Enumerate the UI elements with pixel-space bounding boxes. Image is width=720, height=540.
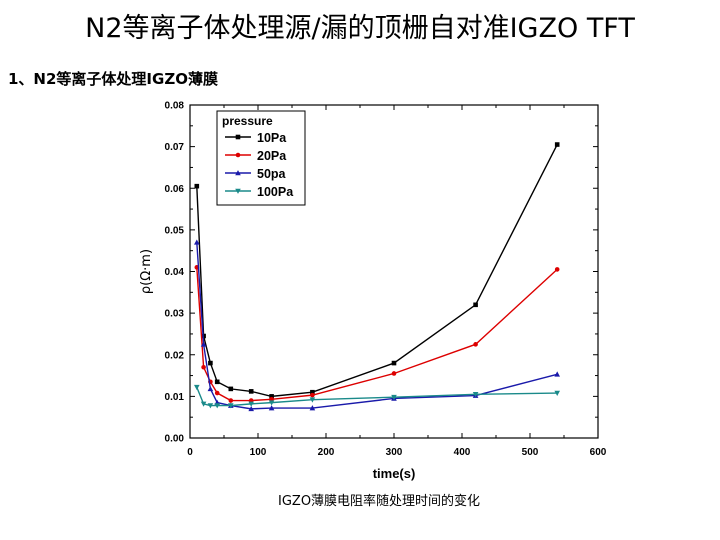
data-point [201,364,206,370]
section-subtitle: 1、N2等离子体处理IGZO薄膜 [8,70,218,88]
data-point [200,341,207,347]
data-point [194,183,200,189]
x-tick-label: 200 [318,447,335,458]
data-point [554,371,560,377]
data-point [235,170,241,176]
series-line-50pa [196,242,558,410]
y-tick-label: 0.08 [165,101,185,112]
y-axis-label: ρ(Ω·m) [139,249,154,294]
data-point [309,405,316,411]
data-point [269,394,274,399]
data-point [248,401,254,407]
data-point [214,379,220,385]
data-point [248,389,254,394]
data-point [207,403,214,409]
data-point [310,389,315,395]
data-point [228,403,234,409]
data-point [235,134,241,140]
data-point [248,405,254,412]
data-point [194,239,200,245]
y-tick-label: 0.00 [165,434,185,445]
data-point [554,267,560,272]
x-tick-label: 0 [187,447,193,458]
y-tick-label: 0.06 [165,184,185,195]
series-line-20Pa [196,267,558,402]
data-point [235,152,241,158]
data-point [207,385,214,392]
y-tick-label: 0.05 [165,225,185,236]
data-point [268,405,275,411]
x-tick-label: 300 [386,447,403,458]
data-point [391,371,397,376]
data-point [228,386,234,392]
data-point [309,397,316,403]
x-tick-label: 400 [454,447,471,458]
data-point [391,394,397,401]
data-point [200,401,207,407]
legend-title: pressure [222,114,273,128]
legend-box [216,110,306,206]
x-axis-label: time(s) [373,466,416,481]
y-tick-label: 0.07 [165,142,185,153]
data-point [472,391,479,398]
data-point [310,392,315,398]
data-point [208,360,213,366]
legend-label: 100Pa [257,185,294,199]
x-tick-label: 500 [522,447,539,458]
data-point [214,390,220,396]
data-point [473,302,478,308]
data-point [391,360,397,366]
figure-caption: IGZO薄膜电阻率随处理时间的变化 [278,494,481,509]
data-point [228,398,234,403]
y-tick-label: 0.01 [165,392,185,403]
data-point [268,400,275,406]
data-point [554,142,560,147]
x-tick-label: 100 [250,447,267,458]
data-point [214,403,220,409]
slide-title: N2等离子体处理源/漏的顶栅自对准IGZO TFT [85,13,635,44]
data-point [235,188,241,194]
legend-label: 50pa [257,167,287,181]
data-point [554,390,560,396]
y-tick-label: 0.03 [165,309,185,320]
legend-label: 20Pa [257,149,287,163]
legend-label: 10Pa [257,131,287,145]
data-point [473,342,478,347]
y-tick-label: 0.04 [165,267,185,278]
x-tick-label: 600 [590,447,607,458]
data-point [194,384,200,391]
y-tick-label: 0.02 [165,350,185,361]
